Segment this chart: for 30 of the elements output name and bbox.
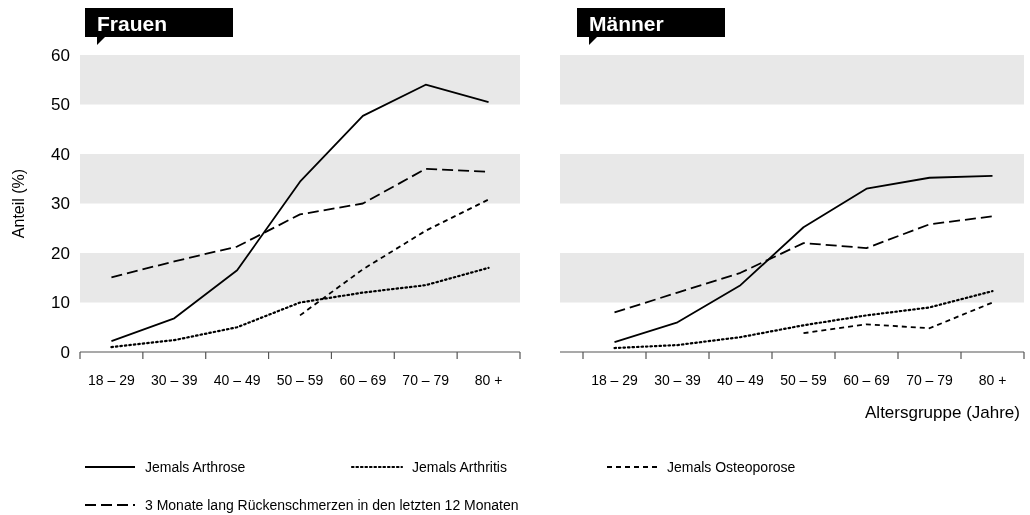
x-tick-label: 70 – 79 <box>906 372 954 388</box>
y-tick-label: 20 <box>51 243 70 263</box>
x-tick-label: 30 – 39 <box>150 372 198 388</box>
y-tick-label: 0 <box>60 342 70 362</box>
x-tick-label: 40 – 49 <box>717 372 765 388</box>
x-tick-label: 60 – 69 <box>843 372 891 388</box>
chart-title: Frauen <box>97 12 168 35</box>
y-tick-label: 60 <box>51 45 70 65</box>
y-axis-title: Anteil (%) <box>10 168 27 239</box>
x-tick-label: 60 – 69 <box>339 372 387 388</box>
y-tick-label: 30 <box>51 194 70 214</box>
x-tick-label: 30 – 39 <box>654 372 702 388</box>
x-axis-title: Altersgruppe (Jahre) <box>865 403 1020 422</box>
x-tick-label: 70 – 79 <box>402 372 450 388</box>
line-series <box>110 83 490 343</box>
y-tick-label: 10 <box>51 293 70 313</box>
legend-label: 3 Monate lang Rückenschmerzen in den letzten 12 Monaten <box>145 496 519 513</box>
x-tick-label: 18 – 29 <box>88 372 135 388</box>
x-tick-label: 18 – 29 <box>591 372 639 388</box>
x-tick-label: 50 – 59 <box>276 372 324 388</box>
legend-label: Jemals Arthrose <box>145 458 246 475</box>
x-tick-label: 50 – 59 <box>780 372 828 388</box>
chart-title: Männer <box>589 12 664 35</box>
x-tick-label: 40 – 49 <box>213 372 261 388</box>
legend-label: Jemals Arthritis <box>412 458 507 475</box>
x-tick-label: 80 + <box>978 372 1007 388</box>
y-tick-label: 40 <box>51 144 70 164</box>
legend-label: Jemals Osteoporose <box>667 458 796 475</box>
y-tick-label: 50 <box>51 95 70 115</box>
x-tick-label: 80 + <box>474 372 503 388</box>
